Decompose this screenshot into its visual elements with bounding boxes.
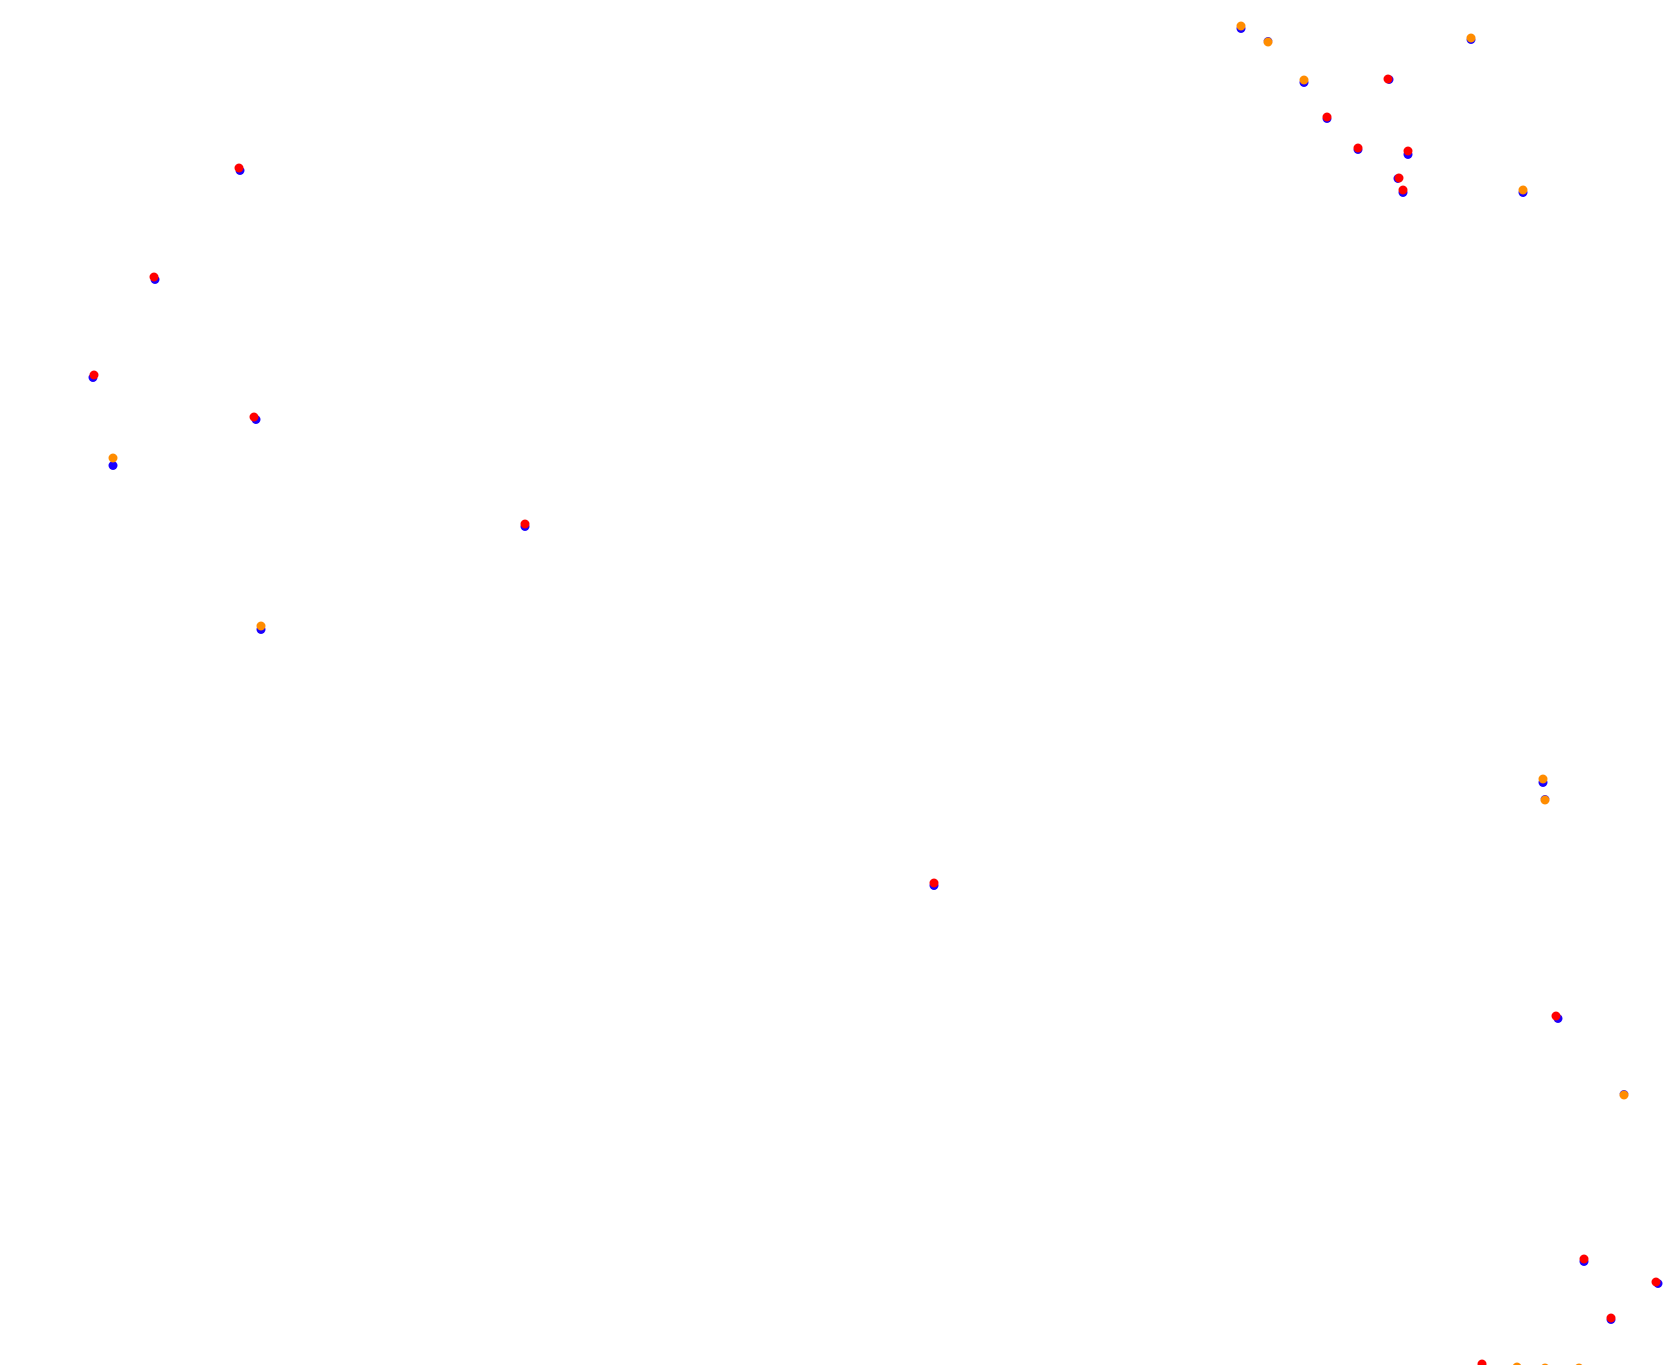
- marker-m7: [1383, 74, 1394, 84]
- marker-m26: [1606, 1313, 1616, 1324]
- marker-overlay-dot: [1299, 75, 1309, 85]
- marker-overlay-dot: [1353, 143, 1363, 153]
- marker-overlay-dot: [1512, 1362, 1522, 1365]
- marker-m13: [149, 272, 160, 284]
- marker-m28: [1512, 1362, 1522, 1365]
- marker-overlay-dot: [1263, 37, 1273, 47]
- marker-overlay-dot: [1466, 33, 1476, 43]
- marker-overlay-dot: [234, 163, 244, 173]
- marker-overlay-dot: [249, 412, 259, 422]
- marker-m8: [1403, 146, 1413, 159]
- marker-overlay-dot: [256, 621, 266, 631]
- marker-m23: [1579, 1254, 1589, 1266]
- marker-m25: [1651, 1277, 1663, 1288]
- marker-overlay-dot: [1398, 185, 1408, 195]
- marker-m4: [1322, 112, 1332, 123]
- marker-overlay-dot: [1619, 1090, 1629, 1100]
- marker-overlay-dot: [108, 453, 118, 463]
- markers-layer: [88, 21, 1663, 1365]
- marker-m19: [256, 621, 266, 634]
- marker-overlay-dot: [1477, 1359, 1487, 1365]
- marker-m5: [1353, 143, 1363, 154]
- marker-m10: [1398, 185, 1408, 197]
- marker-m21: [1538, 774, 1548, 787]
- marker-m18: [929, 878, 939, 890]
- marker-overlay-dot: [1236, 21, 1246, 31]
- marker-overlay-dot: [1322, 112, 1332, 122]
- marker-overlay-dot: [1518, 185, 1528, 195]
- marker-m15: [249, 412, 261, 424]
- marker-overlay-dot: [1651, 1277, 1661, 1287]
- marker-overlay-dot: [929, 878, 939, 888]
- marker-m20: [1551, 1011, 1563, 1023]
- marker-overlay-dot: [520, 519, 530, 529]
- marker-overlay-dot: [1538, 774, 1548, 784]
- marker-m1: [1236, 21, 1246, 33]
- marker-m6: [1466, 33, 1476, 44]
- marker-overlay-dot: [1579, 1254, 1589, 1264]
- marker-m9: [1393, 173, 1404, 183]
- marker-overlay-dot: [1551, 1011, 1561, 1021]
- marker-overlay-dot: [1383, 74, 1393, 84]
- marker-m2: [1263, 37, 1273, 47]
- marker-m12: [1518, 185, 1528, 197]
- marker-m16: [520, 519, 530, 531]
- marker-overlay-dot: [89, 370, 99, 380]
- marker-m22: [1540, 795, 1550, 805]
- marker-m11: [234, 163, 245, 175]
- marker-overlay-dot: [1540, 795, 1550, 805]
- marker-base-dot: [108, 461, 118, 470]
- marker-m14: [88, 370, 99, 382]
- marker-m17: [108, 453, 118, 470]
- marker-m3: [1299, 75, 1309, 87]
- marker-overlay-dot: [1403, 146, 1413, 156]
- marker-overlay-dot: [149, 272, 159, 282]
- marker-overlay-dot: [1394, 173, 1404, 183]
- marker-m24: [1619, 1090, 1629, 1100]
- marker-overlay-dot: [1606, 1313, 1616, 1323]
